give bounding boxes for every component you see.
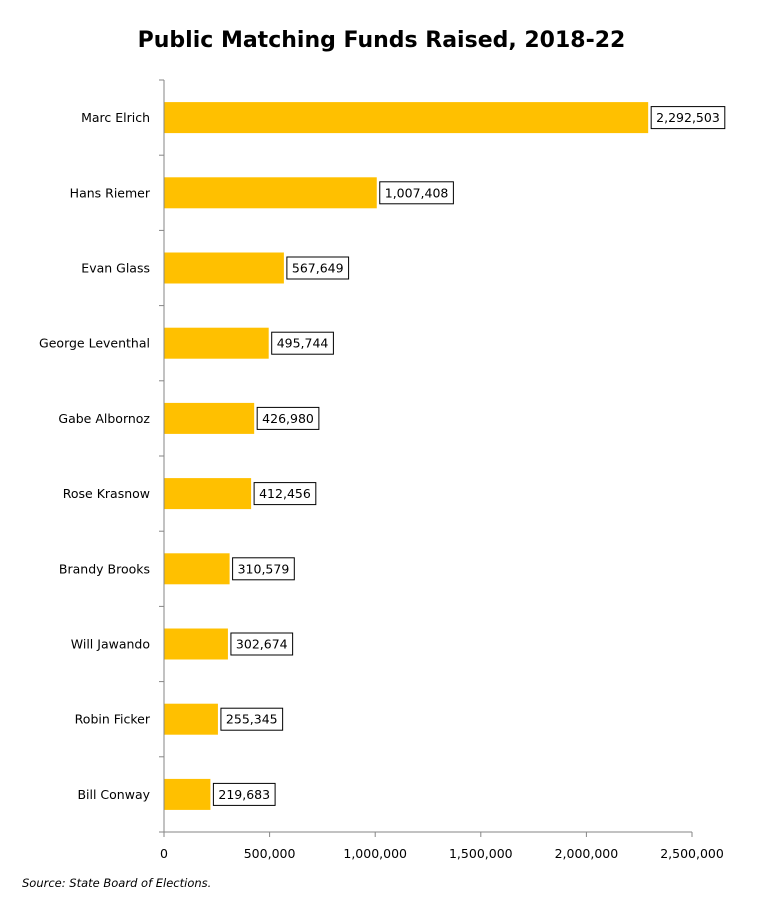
data-label-box	[271, 331, 334, 355]
data-label: 310,579	[238, 561, 290, 576]
data-label: 302,674	[236, 637, 288, 652]
x-tick-label: 2,000,000	[555, 846, 619, 861]
category-label: George Leventhal	[39, 336, 150, 351]
source-note: Source: State Board of Elections.	[22, 876, 212, 890]
data-label: 2,292,503	[656, 110, 720, 125]
data-label: 567,649	[292, 261, 344, 276]
bar	[164, 628, 228, 660]
category-label: Will Jawando	[71, 637, 150, 652]
category-label: Rose Krasnow	[63, 486, 150, 501]
data-label-box	[650, 106, 726, 130]
x-tick-label: 0	[160, 846, 168, 861]
data-label-box	[253, 482, 317, 506]
bar	[164, 553, 230, 585]
labels: Marc Elrich 2,292,503 Hans Riemer 1,007,408…	[39, 106, 726, 806]
category-label: Bill Conway	[77, 787, 150, 802]
data-label: 412,456	[259, 486, 311, 501]
x-tick-label: 500,000	[244, 846, 296, 861]
bar	[164, 177, 377, 209]
data-label-box	[212, 782, 276, 806]
bar	[164, 478, 252, 510]
data-label-box	[220, 707, 284, 731]
category-label: Gabe Albornoz	[58, 411, 150, 426]
data-label-box	[256, 406, 320, 430]
data-label: 219,683	[218, 787, 270, 802]
category-label: Hans Riemer	[70, 185, 151, 200]
category-label: Brandy Brooks	[59, 561, 150, 576]
data-label: 426,980	[262, 411, 314, 426]
bar	[164, 703, 218, 735]
bar	[164, 778, 211, 810]
data-label: 255,345	[226, 712, 278, 727]
x-tick-label: 1,000,000	[343, 846, 407, 861]
data-label-box	[286, 256, 350, 280]
bar	[164, 102, 649, 134]
data-label: 495,744	[277, 336, 329, 351]
data-label-box	[379, 181, 454, 205]
x-tick-label: 1,500,000	[449, 846, 513, 861]
bar	[164, 327, 269, 359]
category-label: Evan Glass	[81, 261, 150, 276]
bar	[164, 252, 284, 284]
data-label: 1,007,408	[385, 185, 449, 200]
bars	[164, 102, 649, 810]
bar	[164, 402, 255, 434]
x-tick-label: 2,500,000	[660, 846, 724, 861]
chart-title: Public Matching Funds Raised, 2018-22	[137, 28, 626, 53]
data-label-box	[230, 632, 294, 656]
category-label: Robin Ficker	[75, 712, 151, 727]
data-label-box	[232, 557, 295, 581]
category-label: Marc Elrich	[81, 110, 150, 125]
axes: 0 500,000 1,000,000 1,500,000 2,000,000 2,500…	[159, 79, 724, 861]
